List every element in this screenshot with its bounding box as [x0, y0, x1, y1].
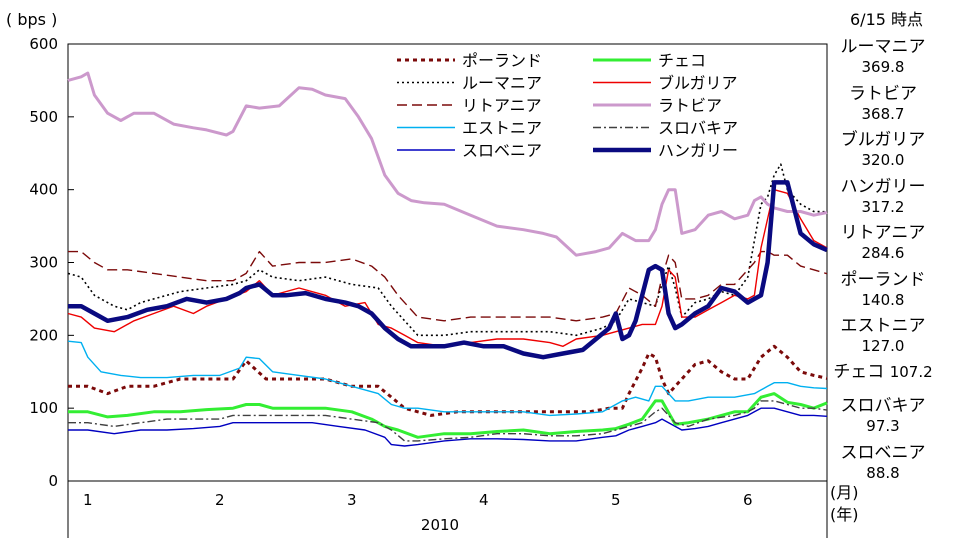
series-line-ラトビア: [67, 71, 828, 257]
panel-item-value: 107.2: [889, 363, 933, 381]
legend-label: スロベニア: [462, 141, 542, 160]
panel-item-name: リトアニア: [840, 223, 926, 243]
panel-item-value: 127.0: [861, 337, 905, 355]
legend-label: ルーマニア: [462, 74, 542, 93]
x-tick-label: 4: [479, 491, 489, 509]
x-tick-label: 5: [611, 491, 621, 509]
panel-item-value: 97.3: [866, 417, 900, 435]
series-line-スロベニア: [68, 407, 828, 447]
legend-label: ブルガリア: [658, 74, 738, 93]
panel-item-name: エストニア: [840, 316, 926, 336]
panel-item: チェコ 107.2: [808, 362, 958, 382]
y-axis-label: ( bps ): [6, 10, 57, 29]
y-tick-label: 300: [29, 254, 58, 272]
y-tick-label: 600: [29, 35, 58, 53]
panel-item-name: ルーマニア: [840, 37, 926, 57]
panel-item-value: 369.8: [861, 58, 905, 76]
panel-item: ラトビア 368.7: [808, 84, 958, 124]
panel-item: スロベニア 88.8: [808, 443, 958, 483]
legend-label: ラトビア: [658, 96, 722, 115]
panel-item-name: ポーランド: [840, 270, 926, 290]
panel-item: エストニア 127.0: [808, 316, 958, 356]
y-tick-label: 200: [29, 326, 58, 344]
panel-item-name: スロベニア: [840, 443, 926, 463]
x-axis-year-label: (年): [830, 505, 859, 524]
panel-item: ポーランド 140.8: [808, 270, 958, 310]
x-tick-label: 3: [347, 491, 357, 509]
y-tick-label: 0: [48, 472, 58, 490]
x-axis-month-label: (月): [830, 483, 859, 502]
legend-label: ポーランド: [462, 51, 542, 70]
panel-item-value: 320.0: [861, 151, 905, 169]
panel-item-value: 368.7: [861, 105, 905, 123]
panel-item-name: ブルガリア: [840, 130, 926, 150]
legend-label: スロバキア: [658, 119, 738, 138]
panel-item-value: 317.2: [861, 198, 905, 216]
panel-item-name: スロバキア: [840, 396, 926, 416]
series-line-スロバキア: [68, 400, 828, 442]
y-tick-label: 500: [29, 108, 58, 126]
series-line-リトアニア: [68, 250, 828, 322]
panel-item: ブルガリア 320.0: [808, 130, 958, 170]
series-line-ポーランド: [68, 344, 828, 417]
x-tick-label: 2: [215, 491, 225, 509]
plot-frame: 0 100 200 300 400 500 600 1 2 3 4 5 6: [29, 35, 828, 538]
x-tick-label: 6: [743, 491, 753, 509]
series-layer: [67, 71, 828, 447]
panel-date-label: 6/15 時点: [850, 10, 923, 29]
panel-item: ルーマニア 369.8: [808, 37, 958, 77]
legend-label: リトアニア: [462, 96, 542, 115]
panel-item-name: ハンガリー: [840, 177, 926, 197]
legend-label: チェコ: [658, 51, 706, 70]
series-line-チェコ: [68, 392, 828, 439]
series-line-エストニア: [67, 340, 828, 417]
y-tick-label: 400: [29, 181, 58, 199]
legend-label: エストニア: [462, 119, 542, 138]
panel-item: スロバキア 97.3: [808, 396, 958, 436]
series-line-ハンガリー: [68, 180, 828, 360]
panel-item-name: ラトビア: [849, 84, 917, 104]
legend-label: ハンガリー: [658, 141, 738, 160]
panel-item-value: 88.8: [866, 464, 900, 482]
panel-item-value: 284.6: [861, 244, 905, 262]
series-line-ブルガリア: [67, 189, 828, 347]
x-tick-label: 1: [83, 491, 93, 509]
series-line-ルーマニア: [67, 163, 828, 337]
y-tick-label: 100: [29, 399, 58, 417]
panel-item-value: 140.8: [861, 291, 905, 309]
panel-item-name: チェコ: [833, 362, 885, 382]
panel-item: ハンガリー 317.2: [808, 177, 958, 217]
panel-item: リトアニア 284.6: [808, 223, 958, 263]
year-label: 2010: [421, 516, 459, 534]
